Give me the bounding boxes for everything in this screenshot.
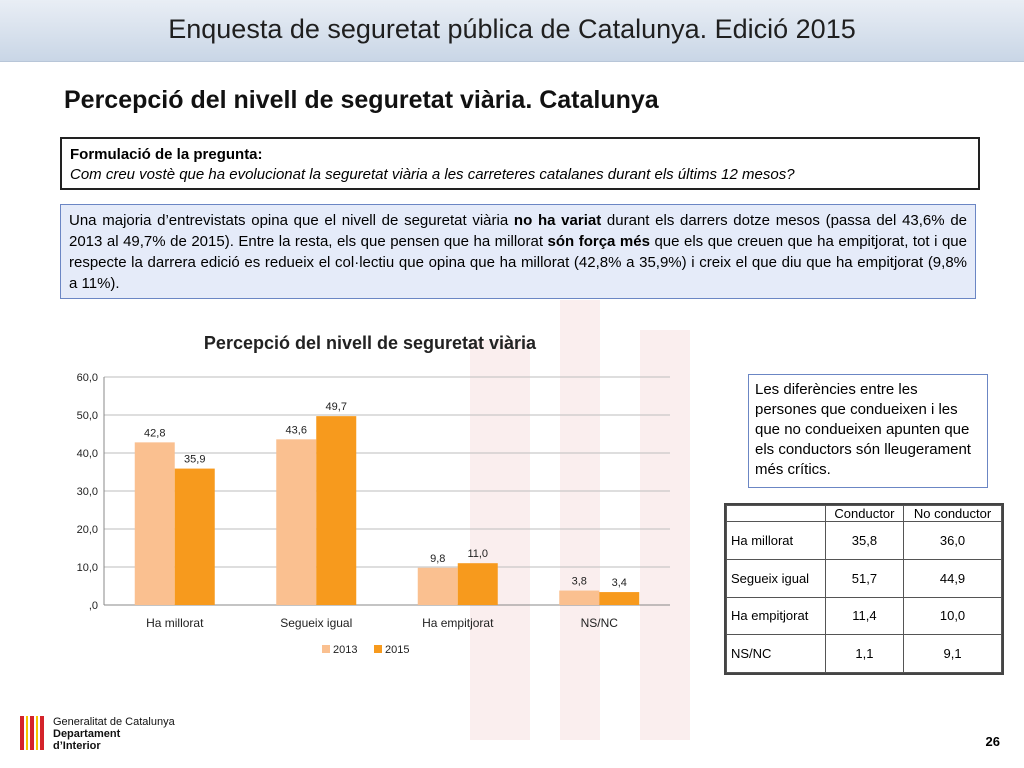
header-title: Enquesta de seguretat pública de Catalun… (168, 14, 856, 44)
bar (417, 567, 458, 605)
watermark-shape (640, 330, 690, 740)
logo-text: Generalitat de Catalunya Departament d’I… (53, 716, 175, 752)
question-box: Formulació de la pregunta: Com creu vost… (60, 137, 980, 190)
legend-label: 2013 (333, 644, 357, 656)
table-cell: 44,9 (903, 558, 1002, 598)
bar (457, 563, 498, 605)
legend-swatch (374, 645, 382, 653)
table-header-cell: Conductor (824, 505, 905, 522)
table-header-row: Conductor No conductor (726, 505, 1002, 522)
summary-text: durant els darrers dotze mesos (passa de… (69, 212, 968, 250)
y-tick-label: 10,0 (77, 562, 98, 574)
table-cell: 36,0 (903, 521, 1002, 560)
table-row: Ha millorat 35,8 36,0 (726, 521, 1002, 560)
x-tick-label: Segueix igual (280, 616, 352, 630)
legend-swatch (322, 645, 330, 653)
table-cell: 51,7 (824, 558, 905, 598)
table-cell-label: NS/NC (726, 634, 826, 673)
note-box: Les diferències entre les persones que c… (748, 374, 988, 488)
summary-emphasis: són força més (547, 233, 650, 250)
data-label: 42,8 (144, 427, 165, 439)
senyera-icon (20, 716, 46, 750)
bar (559, 590, 600, 605)
summary-box: Una majoria d’entrevistats opina que el … (60, 204, 976, 299)
question-text: Com creu vostè que ha evolucionat la seg… (70, 166, 795, 183)
table-cell: 10,0 (903, 596, 1002, 636)
y-tick-label: 60,0 (77, 372, 98, 384)
y-tick-label: ,0 (89, 600, 98, 612)
bar (134, 442, 175, 605)
table-cell-label: Ha millorat (726, 521, 826, 560)
table-row: Ha empitjorat 11,4 10,0 (726, 596, 1002, 636)
data-label: 9,8 (430, 553, 445, 565)
table-header-cell (726, 505, 826, 522)
y-tick-label: 30,0 (77, 486, 98, 498)
data-label: 3,4 (612, 577, 627, 589)
x-tick-label: Ha millorat (146, 616, 204, 630)
summary-emphasis: no ha variat (513, 212, 602, 229)
x-tick-label: NS/NC (581, 616, 619, 630)
table-cell-label: Segueix igual (726, 558, 826, 598)
y-tick-label: 20,0 (77, 524, 98, 536)
x-tick-label: Ha empitjorat (422, 616, 494, 630)
bar (276, 439, 317, 605)
question-label: Formulació de la pregunta: (70, 146, 263, 163)
header-band: Enquesta de seguretat pública de Catalun… (0, 0, 1024, 62)
data-label: 11,0 (467, 548, 488, 560)
table-row: NS/NC 1,1 9,1 (726, 634, 1002, 673)
chart-title: Percepció del nivell de seguretat viària (203, 333, 537, 353)
table-header-cell: No conductor (903, 505, 1002, 522)
table-cell: 35,8 (824, 521, 905, 560)
section-title: Percepció del nivell de seguretat viària… (64, 86, 659, 114)
table-cell: 1,1 (824, 634, 905, 673)
y-tick-label: 50,0 (77, 410, 98, 422)
bar (316, 416, 357, 605)
data-label: 35,9 (184, 454, 205, 466)
table-row: Segueix igual 51,7 44,9 (726, 558, 1002, 598)
summary-text: que els que creuen que ha empitjorat, to… (69, 233, 967, 292)
generalitat-logo: Generalitat de Catalunya Departament d’I… (20, 716, 230, 756)
y-tick-label: 40,0 (77, 448, 98, 460)
logo-line: Departament (53, 728, 121, 740)
watermark-shape (560, 300, 600, 740)
logo-line: d’Interior (53, 740, 101, 752)
watermark-shape (470, 340, 530, 740)
table-cell: 9,1 (903, 634, 1002, 673)
table-cell-label: Ha empitjorat (726, 596, 826, 636)
summary-text: Una majoria d’entrevistats opina que el … (69, 212, 514, 229)
bar (174, 468, 215, 605)
drivers-table: Conductor No conductor Ha millorat 35,8 … (724, 503, 1004, 675)
logo-line: Generalitat de Catalunya (53, 716, 175, 728)
table-cell: 11,4 (824, 596, 905, 636)
bar-chart: ,0 10,0 20,0 30,0 40,0 50,0 60,0 42,8 35,9 Ha mil… (77, 372, 670, 656)
data-label: 3,8 (572, 576, 587, 588)
legend-label: 2015 (385, 644, 409, 656)
bar (599, 592, 640, 605)
data-label: 49,7 (326, 401, 347, 413)
page-number: 26 (985, 734, 1000, 749)
data-label: 43,6 (286, 424, 307, 436)
